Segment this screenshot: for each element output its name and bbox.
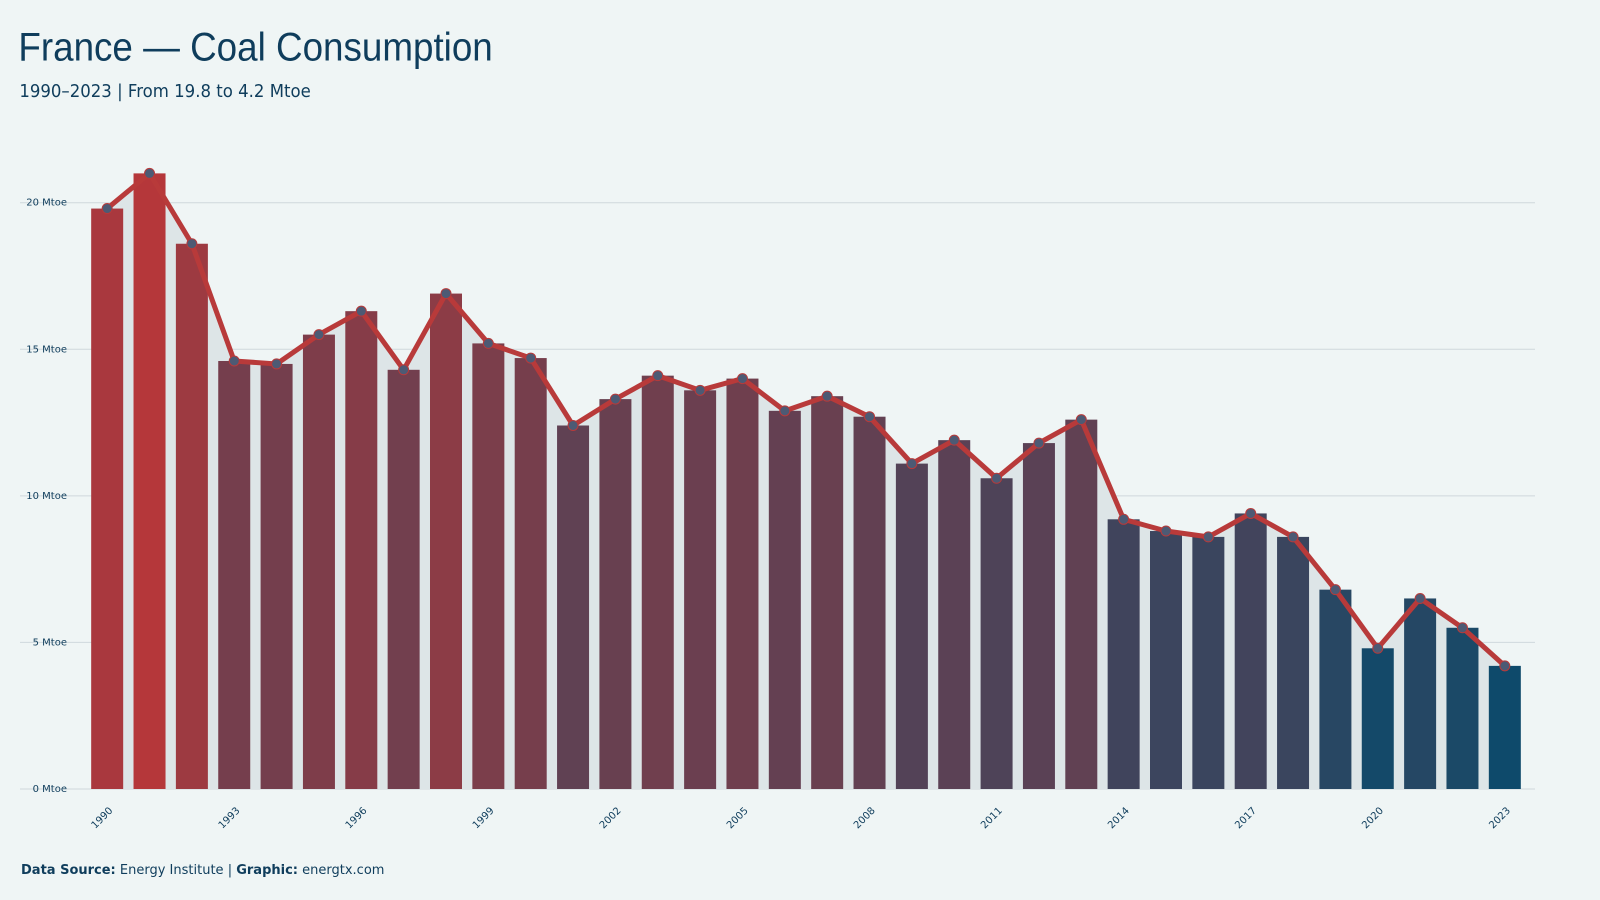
bar [684, 390, 717, 789]
x-tick-label: 2005 [725, 805, 751, 831]
marker [567, 419, 579, 431]
bar [938, 440, 971, 789]
marker [1245, 507, 1257, 519]
marker [1118, 513, 1130, 525]
chart-subtitle: 1990–2023 | From 19.8 to 4.2 Mtoe [19, 82, 310, 103]
marker [1414, 592, 1426, 604]
bar [1319, 589, 1352, 789]
x-tick-label: 1999 [471, 805, 497, 831]
marker [948, 434, 960, 446]
marker [779, 405, 791, 417]
x-tick-label: 1996 [344, 805, 370, 831]
y-tick-label: 10 Mtoe [26, 491, 67, 502]
y-tick-label: 0 Mtoe [33, 784, 67, 795]
bar [175, 243, 208, 789]
marker [694, 384, 706, 396]
bar [1488, 665, 1521, 789]
bar [345, 311, 378, 789]
bar [641, 375, 674, 789]
x-tick-label: 2008 [852, 805, 878, 831]
bar [387, 369, 420, 789]
marker [609, 393, 621, 405]
bar [557, 425, 590, 789]
y-tick-label: 15 Mtoe [26, 344, 67, 355]
bar [1404, 598, 1437, 789]
marker [652, 370, 664, 382]
marker [1456, 622, 1468, 634]
bar [895, 463, 928, 789]
bar [1277, 536, 1310, 789]
bar [1361, 648, 1394, 789]
bar [853, 416, 886, 789]
marker [144, 167, 156, 179]
marker [482, 337, 494, 349]
bar [726, 378, 759, 789]
marker [440, 288, 452, 300]
bar [1022, 443, 1055, 789]
bar [260, 363, 293, 789]
marker [1372, 642, 1384, 654]
marker [271, 358, 283, 370]
bar [91, 208, 124, 789]
bar [811, 396, 844, 789]
x-tick-label: 2023 [1487, 805, 1513, 831]
footer-text: energtx.com [302, 863, 384, 878]
marker [906, 458, 918, 470]
bar [133, 173, 166, 790]
marker [864, 411, 876, 423]
bar [472, 343, 505, 789]
x-tick-label: 2011 [979, 805, 1005, 831]
marker [991, 472, 1003, 484]
bar [1107, 519, 1140, 789]
footer: Data Source: Energy Institute | Graphic:… [21, 863, 384, 878]
bar [1234, 513, 1267, 789]
x-tick-label: 2020 [1360, 805, 1386, 831]
marker [1160, 525, 1172, 537]
marker [1329, 584, 1341, 596]
footer-label: Graphic: [236, 863, 298, 878]
marker [525, 352, 537, 364]
x-tick-label: 1993 [217, 805, 243, 831]
marker [228, 355, 240, 367]
marker [1075, 414, 1087, 426]
bar [1150, 531, 1182, 789]
bar [768, 410, 801, 789]
footer-label: Data Source: [21, 863, 116, 878]
marker [1287, 531, 1299, 543]
x-tick-label: 1990 [90, 805, 116, 831]
x-tick-label: 2017 [1233, 805, 1259, 831]
marker [736, 373, 748, 385]
marker [1202, 531, 1214, 543]
marker [1033, 437, 1045, 449]
marker [821, 390, 833, 402]
bar [302, 334, 335, 789]
bar [1065, 419, 1098, 789]
marker [101, 203, 113, 215]
x-tick-label: 2014 [1106, 805, 1132, 831]
footer-separator: | [228, 863, 232, 878]
bar [514, 358, 547, 789]
chart-title: France — Coal Consumption [18, 25, 492, 70]
x-tick-label: 2002 [598, 805, 624, 831]
bar [218, 361, 251, 789]
bar [1446, 627, 1479, 789]
bar [1192, 536, 1225, 789]
bar [430, 293, 462, 789]
marker [186, 238, 198, 250]
marker [398, 364, 410, 376]
bar [599, 399, 632, 789]
marker [1499, 660, 1511, 672]
line [105, 170, 1507, 668]
y-tick-label: 5 Mtoe [33, 637, 67, 648]
marker [355, 305, 367, 317]
footer-text: Energy Institute [120, 863, 224, 878]
y-tick-label: 20 Mtoe [26, 198, 67, 209]
bar [980, 478, 1013, 789]
marker [313, 329, 325, 341]
